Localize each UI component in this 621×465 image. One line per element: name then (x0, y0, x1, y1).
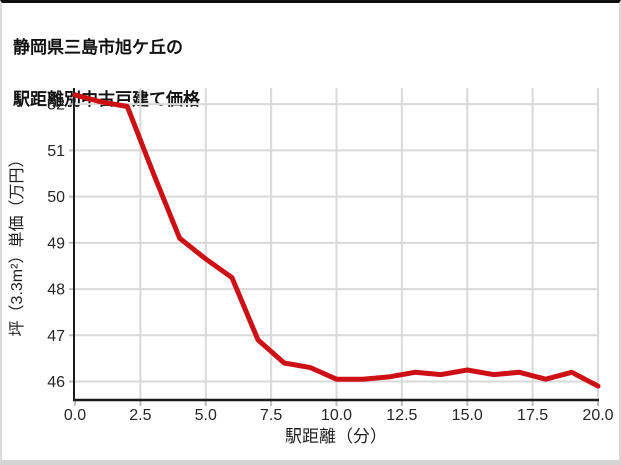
x-tick-label: 15.0 (452, 407, 483, 424)
y-tick-label: 47 (47, 328, 65, 345)
x-tick-label: 20.0 (582, 407, 613, 424)
y-tick-label: 51 (47, 143, 65, 160)
y-tick-label: 48 (47, 282, 65, 299)
x-tick-label: 0.0 (64, 407, 86, 424)
price-line-chart: 46 47 48 49 50 51 52 0.0 2.5 5.0 7.5 10.0 12.5 15.0 1… (8, 88, 614, 446)
y-tick-label: 52 (47, 97, 65, 114)
x-tick-label: 10.0 (321, 407, 352, 424)
y-tick-label: 50 (47, 189, 65, 206)
y-tick-label: 49 (47, 235, 65, 252)
y-axis-label: 坪（3.3m²）単価（万円） (8, 152, 26, 337)
price-data-line (72, 92, 601, 389)
chart-title-line-1: 静岡県三島市旭ケ丘の (13, 38, 183, 57)
gridlines (75, 88, 599, 400)
x-tick-label: 5.0 (195, 407, 217, 424)
x-axis-label: 駅距離（分） (285, 427, 387, 446)
x-tick-labels: 0.0 2.5 5.0 7.5 10.0 12.5 15.0 17.5 20.0 (64, 407, 614, 424)
x-tick-label: 17.5 (517, 407, 548, 424)
x-tick-label: 7.5 (260, 407, 282, 424)
y-tick-labels: 46 47 48 49 50 51 52 (47, 97, 65, 391)
y-tick-label: 46 (47, 374, 65, 391)
x-tick-label: 12.5 (386, 407, 417, 424)
x-tick-label: 2.5 (129, 407, 151, 424)
